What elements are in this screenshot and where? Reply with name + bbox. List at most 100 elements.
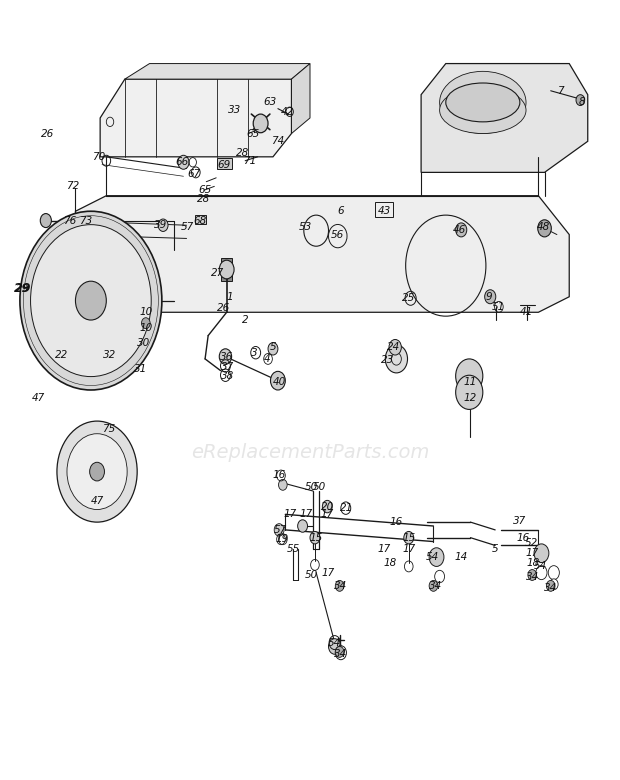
Text: 52: 52 (525, 538, 538, 548)
Text: 17: 17 (320, 509, 334, 519)
Circle shape (178, 155, 189, 169)
Circle shape (456, 359, 483, 393)
Text: 5: 5 (492, 544, 498, 555)
Text: 12: 12 (464, 393, 477, 402)
Circle shape (534, 544, 549, 562)
Text: 56: 56 (331, 229, 344, 239)
Text: 57: 57 (181, 222, 195, 232)
Circle shape (389, 339, 401, 355)
Text: 25: 25 (402, 293, 415, 303)
Bar (195, 215, 206, 225)
Text: 24: 24 (387, 342, 400, 353)
Bar (221, 258, 232, 281)
Text: 3: 3 (251, 348, 258, 358)
Bar (140, 304, 151, 314)
Circle shape (329, 639, 341, 654)
Text: 54: 54 (425, 552, 439, 562)
Circle shape (57, 421, 137, 522)
Bar (218, 158, 232, 169)
Text: 42: 42 (280, 107, 294, 117)
Text: 32: 32 (103, 350, 116, 360)
Text: 48: 48 (537, 222, 550, 232)
Text: 34: 34 (526, 572, 539, 582)
Circle shape (158, 219, 168, 232)
Text: 18: 18 (527, 558, 540, 569)
Text: 23: 23 (381, 356, 394, 366)
Text: 9: 9 (485, 292, 492, 302)
Text: 51: 51 (492, 302, 505, 312)
Circle shape (298, 519, 308, 532)
Text: 34: 34 (334, 581, 347, 591)
Text: 43: 43 (378, 206, 391, 216)
Text: 19: 19 (276, 534, 289, 544)
Text: 47: 47 (91, 496, 104, 506)
Text: 68: 68 (193, 215, 206, 225)
Polygon shape (125, 63, 310, 79)
Polygon shape (291, 63, 310, 133)
Text: 33: 33 (228, 105, 241, 115)
Text: 17: 17 (322, 568, 335, 578)
Circle shape (310, 531, 320, 544)
Circle shape (30, 225, 151, 377)
Text: 26: 26 (41, 129, 55, 139)
Text: 17: 17 (299, 509, 312, 519)
Circle shape (67, 434, 127, 509)
Text: 10: 10 (140, 307, 153, 317)
Circle shape (76, 281, 106, 320)
Text: 2: 2 (242, 315, 249, 325)
Text: 29: 29 (14, 282, 32, 296)
Circle shape (335, 580, 344, 591)
Text: 15: 15 (309, 533, 323, 543)
Text: 28: 28 (236, 148, 249, 158)
Text: 14: 14 (454, 552, 468, 562)
Text: 65: 65 (198, 186, 211, 195)
Circle shape (268, 342, 278, 355)
Text: 66: 66 (175, 158, 188, 167)
Text: 39: 39 (154, 220, 167, 230)
Circle shape (485, 289, 496, 303)
Ellipse shape (440, 71, 526, 133)
Text: 55: 55 (286, 544, 300, 555)
Text: 1: 1 (226, 292, 233, 302)
Text: 53: 53 (299, 222, 312, 232)
Text: 4: 4 (264, 354, 270, 364)
Text: 27: 27 (211, 268, 224, 278)
Text: 40: 40 (273, 378, 286, 387)
Circle shape (385, 345, 407, 373)
Circle shape (549, 579, 558, 590)
Circle shape (90, 463, 104, 481)
Bar (375, 202, 393, 218)
Circle shape (435, 570, 445, 583)
Text: 11: 11 (464, 378, 477, 387)
Circle shape (270, 371, 285, 390)
Text: 28: 28 (197, 193, 210, 204)
Text: 18: 18 (384, 558, 397, 568)
Circle shape (429, 548, 444, 566)
Text: 50: 50 (305, 570, 319, 580)
Text: 57: 57 (274, 525, 287, 535)
Polygon shape (76, 196, 569, 312)
Text: 5: 5 (270, 342, 277, 353)
Circle shape (546, 580, 555, 591)
Circle shape (429, 580, 438, 591)
Circle shape (253, 114, 268, 133)
Polygon shape (100, 79, 291, 157)
Text: 41: 41 (520, 307, 533, 317)
Text: 10: 10 (140, 323, 153, 333)
Text: 71: 71 (243, 156, 256, 165)
Circle shape (141, 317, 150, 328)
Text: 54: 54 (534, 562, 547, 572)
Text: 6: 6 (337, 206, 344, 216)
Text: 75: 75 (102, 424, 115, 434)
Text: 16: 16 (516, 533, 529, 543)
Text: eReplacementParts.com: eReplacementParts.com (191, 443, 429, 462)
Text: 74: 74 (272, 136, 285, 147)
Circle shape (322, 500, 332, 512)
Circle shape (538, 220, 551, 237)
Text: 22: 22 (55, 350, 68, 360)
Text: 31: 31 (134, 364, 147, 374)
Text: 21: 21 (340, 503, 353, 513)
Text: 34: 34 (428, 581, 442, 591)
Text: 17: 17 (283, 509, 297, 519)
Text: 46: 46 (453, 225, 466, 235)
